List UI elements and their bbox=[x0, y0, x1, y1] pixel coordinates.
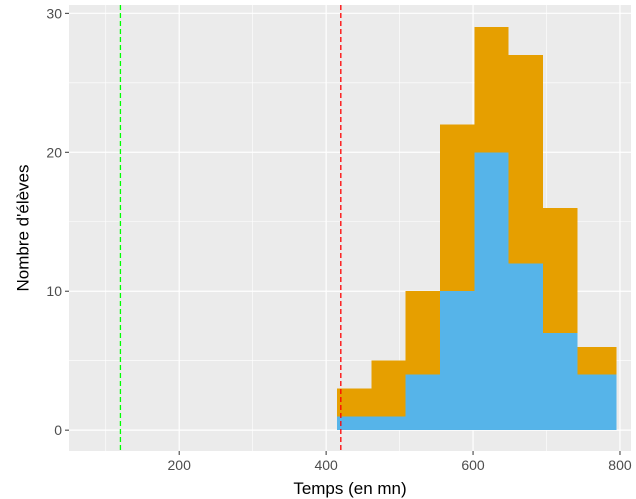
bar-series2-bin7 bbox=[542, 207, 578, 333]
bar-series1-bin5 bbox=[474, 152, 509, 431]
y-axis-title: Nombre d'élèves bbox=[13, 164, 32, 291]
x-tick-label: 400 bbox=[314, 457, 338, 473]
bars bbox=[337, 27, 617, 431]
x-axis-ticks: 200 400 600 800 bbox=[168, 451, 632, 473]
y-tick-label: 10 bbox=[46, 283, 62, 299]
y-tick-label: 20 bbox=[46, 144, 62, 160]
bar-series2-bin8 bbox=[577, 346, 617, 375]
bar-series1-bin8 bbox=[577, 374, 617, 431]
bar-series2-bin3 bbox=[405, 291, 440, 375]
x-tick-label: 200 bbox=[168, 457, 192, 473]
bar-series2-bin2 bbox=[371, 360, 406, 417]
bar-series1-bin6 bbox=[508, 263, 543, 431]
reference-lines bbox=[119, 5, 342, 451]
x-axis-title: Temps (en mn) bbox=[293, 479, 406, 498]
y-tick-label: 30 bbox=[46, 5, 62, 21]
bar-series2-bin4 bbox=[439, 124, 475, 292]
x-tick-label: 600 bbox=[461, 457, 485, 473]
bar-series1-bin4 bbox=[439, 291, 475, 431]
y-tick-label: 0 bbox=[54, 422, 62, 438]
bar-series2-bin6 bbox=[508, 55, 543, 264]
bar-series1-bin1 bbox=[337, 416, 372, 431]
y-axis-ticks: 0 10 20 30 bbox=[46, 5, 69, 438]
bar-series1-bin3 bbox=[405, 374, 440, 431]
bar-series2-bin1 bbox=[337, 388, 372, 417]
bar-series2-bin5 bbox=[474, 27, 509, 153]
x-tick-label: 800 bbox=[608, 457, 632, 473]
bar-series1-bin7 bbox=[542, 332, 578, 431]
bar-series1-bin2 bbox=[371, 416, 406, 431]
